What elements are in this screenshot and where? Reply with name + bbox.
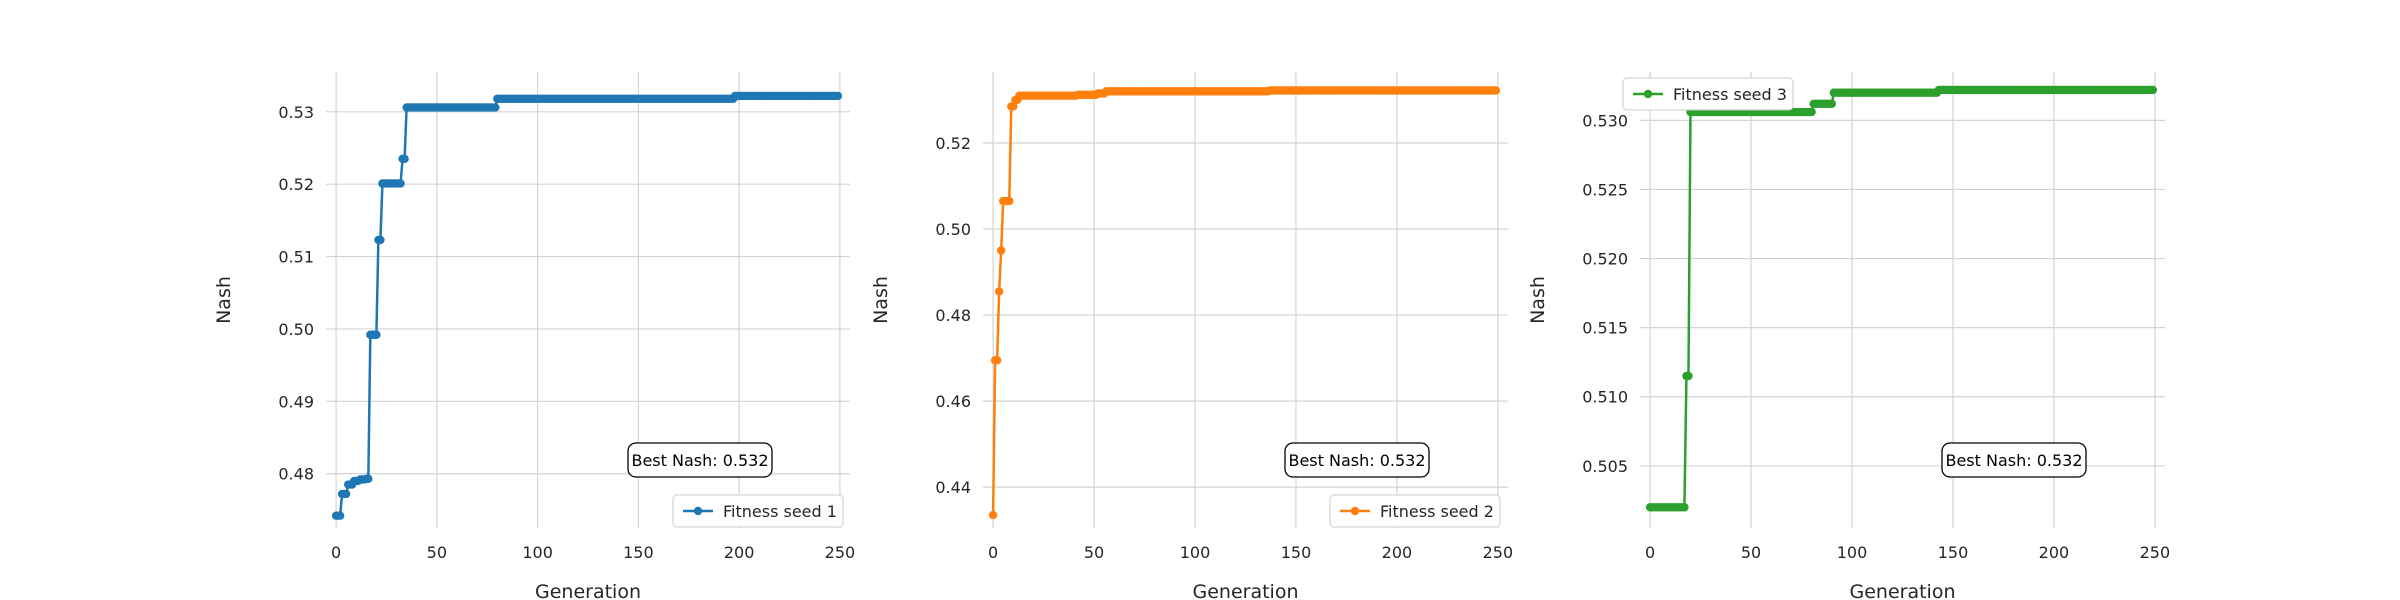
- annotation-text: Best Nash: 0.532: [1288, 451, 1425, 470]
- legend: Fitness seed 2: [1329, 494, 1501, 528]
- y-axis-title: Nash: [1527, 276, 1549, 324]
- series-markers: [331, 91, 843, 520]
- data-point: [1491, 86, 1501, 95]
- x-tick-label: 50: [427, 543, 447, 562]
- data-point: [376, 235, 385, 245]
- data-point: [1807, 107, 1816, 117]
- y-tick-label: 0.530: [1582, 111, 1628, 130]
- y-tick-label: 0.53: [278, 103, 314, 122]
- data-point: [335, 511, 345, 520]
- data-point: [2148, 85, 2158, 95]
- data-point: [364, 474, 373, 483]
- y-tick-label: 0.48: [935, 306, 971, 325]
- y-tick-label: 0.510: [1582, 388, 1628, 407]
- data-point: [1684, 371, 1693, 381]
- x-tick-label: 0: [1645, 543, 1655, 562]
- best-nash-annotation: Best Nash: 0.532: [1941, 442, 2087, 478]
- y-tick-label: 0.505: [1582, 457, 1628, 476]
- y-tick-label: 0.52: [278, 175, 314, 194]
- legend-frame: [1329, 494, 1501, 528]
- y-tick-label: 0.52: [935, 134, 971, 153]
- chart-panel-2: 0 50 100 150 200 250 0.44 0.46 0.48 0.50 0.52 Gener…: [870, 72, 1513, 600]
- x-tick-label: 100: [1837, 543, 1868, 562]
- x-tick-label: 150: [1281, 543, 1312, 562]
- best-nash-annotation: Best Nash: 0.532: [627, 442, 773, 478]
- y-tick-label: 0.48: [278, 465, 314, 484]
- x-tick-label: 50: [1741, 543, 1761, 562]
- legend-swatch-marker: [1643, 89, 1653, 99]
- data-point: [994, 287, 1004, 296]
- legend-swatch-marker: [693, 506, 703, 516]
- annotation-box: [627, 442, 773, 478]
- y-tick-label: 0.515: [1582, 319, 1628, 338]
- x-tick-label: 250: [2140, 543, 2171, 562]
- annotation-text: Best Nash: 0.532: [1945, 451, 2082, 470]
- data-point: [988, 510, 998, 520]
- y-axis-title: Nash: [870, 276, 892, 324]
- y-axis-title: Nash: [213, 276, 235, 324]
- annotation-box: [1284, 442, 1430, 478]
- x-axis-title: Generation: [535, 581, 641, 600]
- legend: Fitness seed 1: [672, 494, 844, 528]
- x-tick-label: 100: [522, 543, 553, 562]
- y-tick-label: 0.525: [1582, 180, 1628, 199]
- legend-label: Fitness seed 2: [1380, 502, 1494, 521]
- annotation-box: [1941, 442, 2087, 478]
- x-tick-label: 150: [623, 543, 654, 562]
- series-markers: [1645, 85, 2158, 512]
- data-point: [372, 330, 381, 339]
- legend-label: Fitness seed 1: [723, 502, 837, 521]
- data-point: [1827, 99, 1837, 108]
- x-tick-label: 0: [988, 543, 998, 562]
- data-point: [400, 154, 409, 164]
- chart-panel-3: 0 50 100 150 200 250 0.505 0.510 0.515 0.520 0.525…: [1527, 72, 2170, 600]
- x-tick-label: 0: [331, 543, 341, 562]
- y-tick-label: 0.50: [278, 320, 314, 339]
- y-tick-label: 0.51: [278, 248, 314, 267]
- legend: Fitness seed 3: [1622, 77, 1794, 111]
- legend-swatch-marker: [1350, 506, 1360, 516]
- x-tick-label: 250: [825, 543, 856, 562]
- data-point: [1680, 503, 1689, 512]
- x-tick-label: 200: [1382, 543, 1413, 562]
- data-point: [396, 179, 405, 188]
- best-nash-annotation: Best Nash: 0.532: [1284, 442, 1430, 478]
- x-tick-label: 200: [2039, 543, 2070, 562]
- x-tick-label: 250: [1483, 543, 1514, 562]
- y-tick-label: 0.46: [935, 392, 971, 411]
- series-markers: [988, 86, 1501, 520]
- x-tick-label: 100: [1180, 543, 1211, 562]
- legend-frame: [672, 494, 844, 528]
- data-point: [1009, 102, 1018, 111]
- data-point: [341, 489, 351, 499]
- x-tick-label: 200: [724, 543, 755, 562]
- chart-panel-1: 0 50 100 150 200 250 0.48 0.49 0.50 0.51 0.52 0.53 G…: [213, 72, 855, 600]
- data-point: [1005, 196, 1014, 206]
- y-tick-label: 0.44: [935, 478, 971, 497]
- data-point: [996, 246, 1006, 255]
- data-point: [491, 103, 500, 112]
- x-axis-title: Generation: [1193, 581, 1299, 600]
- y-tick-label: 0.49: [278, 392, 314, 411]
- y-tick-label: 0.50: [935, 220, 971, 239]
- data-point: [992, 356, 1002, 365]
- x-tick-label: 50: [1084, 543, 1104, 562]
- x-tick-label: 150: [1938, 543, 1969, 562]
- legend-frame: [1622, 77, 1794, 111]
- data-point: [833, 91, 843, 101]
- legend-label: Fitness seed 3: [1673, 85, 1787, 104]
- annotation-text: Best Nash: 0.532: [631, 451, 768, 470]
- x-axis-title: Generation: [1850, 581, 1956, 600]
- y-tick-label: 0.520: [1582, 250, 1628, 269]
